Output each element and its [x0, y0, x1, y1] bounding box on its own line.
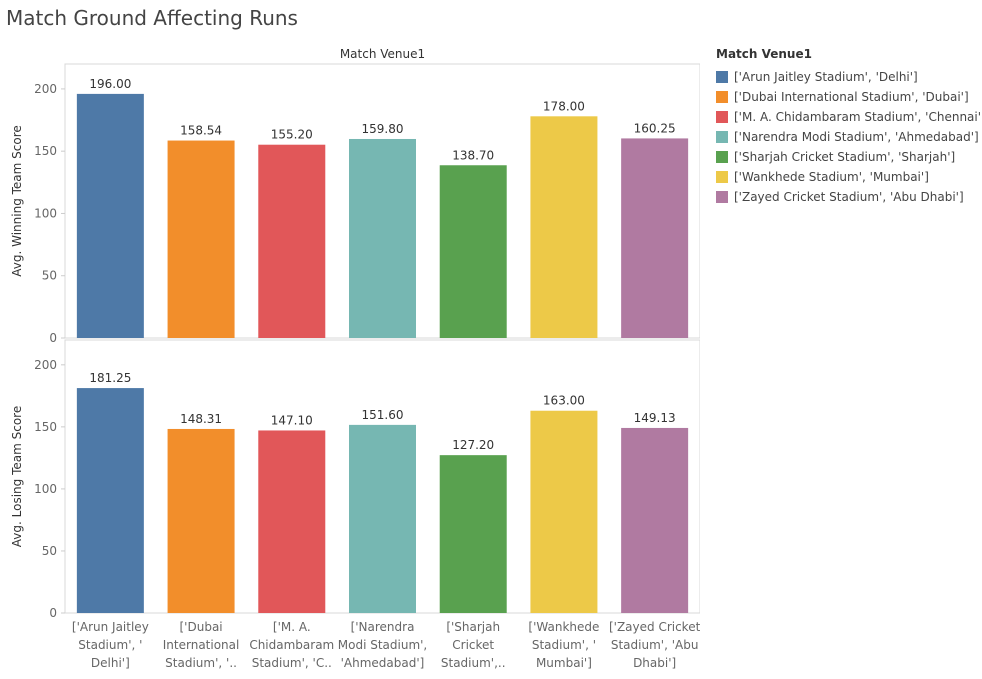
x-tick-label: Cricket [452, 638, 494, 652]
y-tick-label: 200 [34, 82, 57, 96]
bar [167, 428, 235, 613]
legend-item[interactable]: ['Sharjah Cricket Stadium', 'Sharjah'] [716, 147, 982, 167]
y-tick-label: 150 [34, 144, 57, 158]
legend: Match Venue1 ['Arun Jaitley Stadium', 'D… [716, 47, 982, 207]
bar [76, 93, 144, 339]
legend-swatch [716, 151, 728, 163]
x-tick-label: ['Wankhede [528, 620, 599, 634]
legend-item[interactable]: ['Wankhede Stadium', 'Mumbai'] [716, 167, 982, 187]
legend-label: ['Dubai International Stadium', 'Dubai'] [734, 90, 969, 104]
x-tick-label: Stadium', '.. [165, 656, 237, 670]
bar [621, 138, 689, 338]
bar-value-label: 148.31 [180, 412, 222, 426]
bar [349, 138, 416, 338]
legend-item[interactable]: ['Arun Jaitley Stadium', 'Delhi'] [716, 67, 982, 87]
bar [349, 424, 416, 613]
bar [167, 140, 235, 338]
bar [76, 388, 144, 613]
legend-label: ['M. A. Chidambaram Stadium', 'Chennai'] [734, 110, 982, 124]
legend-item[interactable]: ['M. A. Chidambaram Stadium', 'Chennai'] [716, 107, 982, 127]
x-tick-label: Dhabi'] [633, 656, 676, 670]
legend-swatch [716, 131, 728, 143]
x-tick-label: ['Narendra [351, 620, 415, 634]
bar [530, 116, 598, 339]
y-axis-title: Avg. Losing Team Score [10, 406, 24, 547]
bar [258, 430, 326, 613]
x-tick-label: Delhi'] [91, 656, 130, 670]
legend-label: ['Sharjah Cricket Stadium', 'Sharjah'] [734, 150, 956, 164]
x-tick-label: International [163, 638, 240, 652]
y-tick-label: 50 [42, 269, 57, 283]
bar [530, 410, 598, 613]
bar-value-label: 149.13 [634, 411, 676, 425]
y-tick-label: 0 [49, 331, 57, 345]
bar-value-label: 160.25 [634, 121, 676, 135]
legend-label: ['Narendra Modi Stadium', 'Ahmedabad'] [734, 130, 979, 144]
legend-item[interactable]: ['Zayed Cricket Stadium', 'Abu Dhabi'] [716, 187, 982, 207]
bar-value-label: 163.00 [543, 394, 585, 408]
bar-value-label: 127.20 [452, 438, 494, 452]
x-tick-label: 'Ahmedabad'] [341, 656, 425, 670]
legend-swatch [716, 111, 728, 123]
legend-label: ['Zayed Cricket Stadium', 'Abu Dhabi'] [734, 190, 964, 204]
y-axis-title: Avg. Winning Team Score [10, 125, 24, 277]
legend-label: ['Arun Jaitley Stadium', 'Delhi'] [734, 70, 918, 84]
legend-item[interactable]: ['Dubai International Stadium', 'Dubai'] [716, 87, 982, 107]
bar [439, 165, 507, 338]
bar-value-label: 151.60 [362, 408, 404, 422]
bar-value-label: 147.10 [271, 413, 313, 427]
x-tick-label: ['Zayed Cricket [609, 620, 700, 634]
y-tick-label: 200 [34, 358, 57, 372]
x-tick-label: Mumbai'] [536, 656, 592, 670]
x-tick-label: Stadium', ' [532, 638, 596, 652]
y-tick-label: 150 [34, 420, 57, 434]
x-tick-label: ['M. A. [273, 620, 311, 634]
legend-item[interactable]: ['Narendra Modi Stadium', 'Ahmedabad'] [716, 127, 982, 147]
legend-swatch [716, 191, 728, 203]
x-tick-label: Stadium', ' [78, 638, 142, 652]
x-tick-label: Stadium', 'Abu [611, 638, 699, 652]
x-tick-label: ['Dubai [180, 620, 223, 634]
y-tick-label: 100 [34, 482, 57, 496]
legend-title: Match Venue1 [716, 47, 812, 61]
bar-value-label: 159.80 [362, 122, 404, 136]
bar-value-label: 158.54 [180, 124, 222, 138]
y-tick-label: 0 [49, 606, 57, 620]
legend-swatch [716, 71, 728, 83]
legend-items: ['Arun Jaitley Stadium', 'Delhi'] ['Dubai… [716, 67, 982, 207]
bar-value-label: 196.00 [89, 77, 131, 91]
bar-value-label: 181.25 [89, 371, 131, 385]
bar-chart: Match Venue1 0 50 100 150 200 Avg. Winning Tea… [10, 47, 700, 670]
x-tick-label: Stadium', 'C.. [252, 656, 332, 670]
x-tick-label: ['Sharjah [446, 620, 500, 634]
bar [621, 427, 689, 613]
x-tick-label: ['Arun Jaitley [72, 620, 149, 634]
bar-value-label: 155.20 [271, 128, 313, 142]
bar [439, 455, 507, 613]
x-tick-label: Modi Stadium', [338, 638, 428, 652]
x-tick-label: Stadium',.. [441, 656, 506, 670]
legend-swatch [716, 91, 728, 103]
column-header: Match Venue1 [340, 47, 425, 61]
legend-label: ['Wankhede Stadium', 'Mumbai'] [734, 170, 929, 184]
y-tick-label: 100 [34, 206, 57, 220]
y-tick-label: 50 [42, 544, 57, 558]
bar-value-label: 178.00 [543, 99, 585, 113]
legend-swatch [716, 171, 728, 183]
chart-title: Match Ground Affecting Runs [6, 6, 298, 30]
bar-value-label: 138.70 [452, 148, 494, 162]
x-tick-label: Chidambaram [249, 638, 334, 652]
bar [258, 144, 326, 338]
